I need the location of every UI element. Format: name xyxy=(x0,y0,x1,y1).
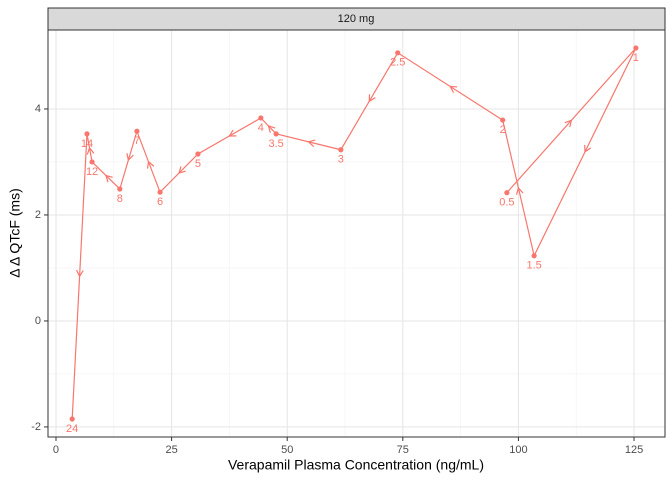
arrow-head xyxy=(307,139,316,147)
y-tick-label: 2 xyxy=(35,209,41,221)
x-tick-label: 100 xyxy=(509,444,527,456)
arrow-head xyxy=(146,160,155,169)
arrow-head xyxy=(564,119,573,128)
arrow-head xyxy=(584,144,592,154)
strip-label: 120 mg xyxy=(338,13,375,25)
point xyxy=(84,131,90,137)
x-axis-title: Verapamil Plasma Concentration (ng/mL) xyxy=(228,457,484,473)
point xyxy=(500,117,506,123)
point xyxy=(395,50,401,56)
point-label: 5 xyxy=(195,158,201,170)
y-axis-title: Δ Δ QTcF (ms) xyxy=(7,188,23,277)
point-label: 24 xyxy=(66,423,78,435)
point xyxy=(89,159,95,165)
y-tick-label: 4 xyxy=(35,103,41,115)
point xyxy=(69,416,75,422)
y-tick-label: -2 xyxy=(31,421,41,433)
point xyxy=(134,128,140,134)
point-label: 8 xyxy=(117,193,123,205)
point-label: 3.5 xyxy=(268,138,283,150)
point xyxy=(338,147,344,153)
panel-border xyxy=(47,29,666,438)
point-label: 3 xyxy=(338,154,344,166)
point-label: 1 xyxy=(633,52,639,64)
point xyxy=(157,189,163,195)
point xyxy=(258,115,264,121)
x-tick-label: 0 xyxy=(53,444,59,456)
arrow-head xyxy=(126,153,134,162)
point-label: 12 xyxy=(86,166,98,178)
x-tick-label: 75 xyxy=(397,444,409,456)
point-label: 2 xyxy=(500,124,506,136)
point xyxy=(195,151,201,157)
arrow-head xyxy=(178,166,186,174)
x-tick-label: 125 xyxy=(625,444,643,456)
point-label: 7 xyxy=(134,135,140,147)
arrow-head xyxy=(515,186,524,195)
point-label: 2.5 xyxy=(390,57,405,69)
arrow-head xyxy=(267,125,276,133)
panel xyxy=(48,30,665,437)
arrow-head xyxy=(105,174,113,183)
point-label: 14 xyxy=(81,138,93,150)
point-label: 6 xyxy=(157,196,163,208)
x-tick-label: 50 xyxy=(281,444,293,456)
arrow-head xyxy=(368,94,376,103)
arrow-head xyxy=(76,269,84,278)
point-label: 0.5 xyxy=(499,197,514,209)
point-label: 4 xyxy=(258,122,264,134)
point-label: 1.5 xyxy=(526,260,541,272)
point xyxy=(117,186,123,192)
arrow-head xyxy=(449,85,458,93)
arrow-head xyxy=(86,146,95,155)
x-tick-label: 25 xyxy=(165,444,177,456)
point xyxy=(273,131,279,137)
arrow-head xyxy=(228,129,237,137)
y-tick-label: 0 xyxy=(35,315,41,327)
point xyxy=(633,45,639,51)
point xyxy=(504,190,510,196)
point xyxy=(531,253,537,259)
